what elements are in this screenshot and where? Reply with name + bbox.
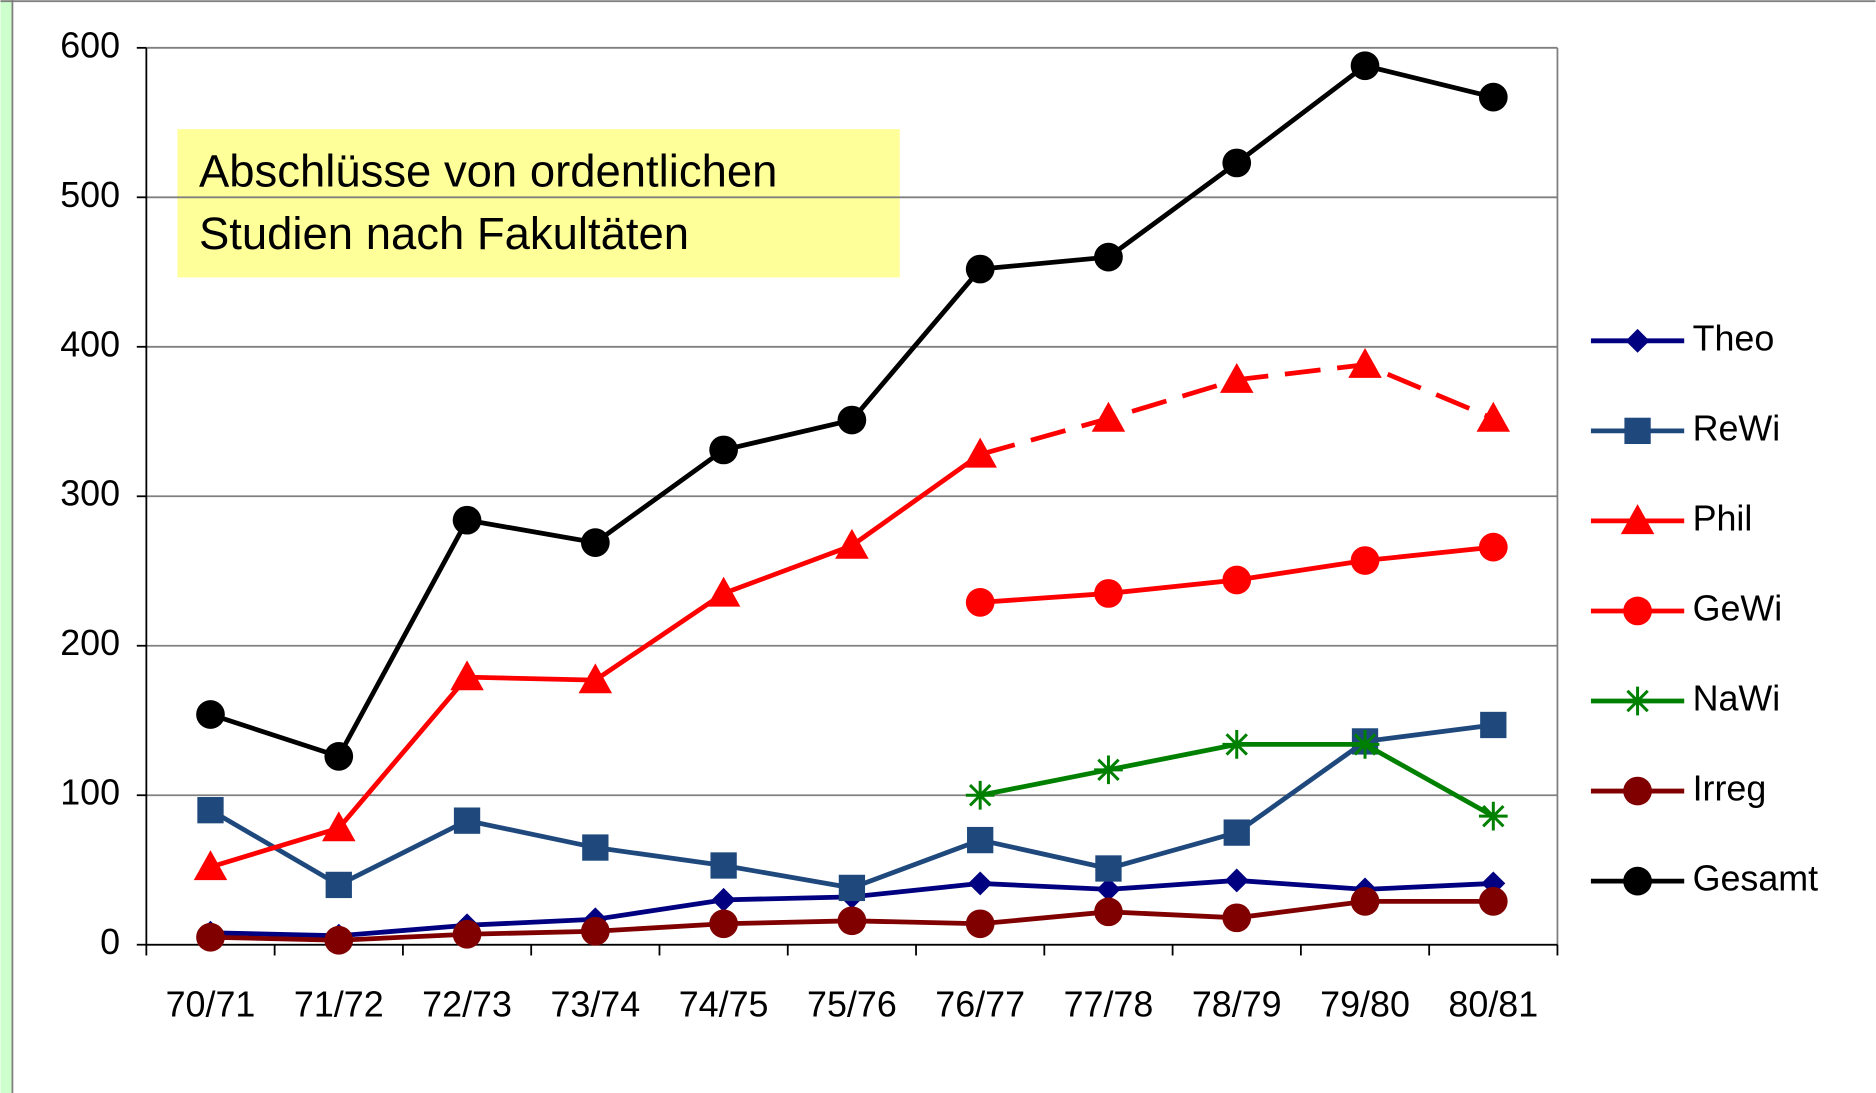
annotation: Studien nach Fakultäten (199, 208, 689, 259)
point (196, 922, 225, 952)
point (1348, 347, 1382, 378)
point (967, 826, 994, 854)
legend-label: Gesamt (1693, 859, 1819, 899)
x-tick-label: 77/78 (1064, 984, 1154, 1024)
point (1223, 819, 1250, 846)
x-tick-label: 80/81 (1448, 984, 1538, 1024)
legend-label: Theo (1693, 318, 1775, 358)
point (706, 576, 741, 607)
y-tick-label: 500 (60, 175, 120, 215)
point (1094, 579, 1123, 608)
point (1350, 730, 1380, 759)
point (1091, 401, 1126, 432)
point (1478, 532, 1508, 562)
y-tick-label: 200 (60, 623, 120, 663)
point (324, 742, 354, 771)
point (965, 254, 995, 284)
annotation-box (177, 129, 900, 278)
point (1095, 855, 1122, 882)
point (1222, 730, 1252, 759)
legend-label: Phil (1693, 498, 1753, 538)
x-tick-label: 73/74 (550, 984, 640, 1024)
point (1350, 887, 1380, 916)
point (1476, 401, 1511, 432)
legend-marker (1623, 776, 1652, 806)
point (1094, 242, 1123, 272)
point (709, 435, 738, 465)
point (450, 660, 484, 691)
point (452, 505, 482, 535)
point (197, 797, 224, 824)
point (582, 834, 609, 861)
legend-label: Irreg (1693, 769, 1767, 809)
legend-label: ReWi (1693, 408, 1781, 448)
x-tick-label: 75/76 (807, 984, 897, 1024)
x-tick-label: 72/73 (422, 984, 512, 1024)
point (1094, 897, 1123, 927)
point (1222, 903, 1252, 933)
point (193, 850, 228, 881)
point (580, 528, 610, 557)
point (324, 925, 354, 955)
y-tick-label: 300 (60, 474, 120, 514)
point (1096, 877, 1121, 902)
legend-marker (1623, 686, 1652, 716)
point (1224, 868, 1249, 893)
point (837, 906, 867, 936)
point (452, 919, 482, 949)
x-tick-label: 71/72 (294, 984, 384, 1024)
y-tick-label: 100 (60, 773, 120, 813)
point (709, 909, 738, 939)
y-tick-label: 600 (60, 25, 120, 65)
point (837, 405, 867, 435)
point (196, 700, 225, 729)
point (325, 871, 352, 899)
point (1222, 148, 1252, 178)
point (835, 528, 869, 559)
point (968, 871, 993, 896)
point (1220, 362, 1254, 393)
legend-marker (1623, 866, 1652, 896)
x-tick-label: 76/77 (935, 984, 1025, 1024)
point (1350, 51, 1380, 81)
point (838, 874, 866, 902)
point (965, 909, 995, 939)
point (1478, 801, 1508, 831)
legend-label: NaWi (1693, 678, 1781, 718)
x-tick-label: 70/71 (166, 984, 256, 1024)
x-tick-label: 74/75 (679, 984, 769, 1024)
legend-label: GeWi (1693, 588, 1783, 628)
left-strip (0, 0, 13, 1093)
point (578, 663, 613, 694)
legend-marker (1623, 596, 1652, 626)
legend-marker (1620, 504, 1655, 535)
point (1222, 565, 1252, 595)
annotation: Abschlüsse von ordentlichen (199, 146, 777, 197)
point (963, 437, 997, 468)
point (1478, 887, 1508, 916)
x-tick-label: 78/79 (1192, 984, 1282, 1024)
point (1480, 711, 1507, 739)
point (580, 916, 610, 946)
point (965, 588, 995, 617)
point (965, 780, 995, 810)
legend-marker (1624, 417, 1651, 445)
y-tick-label: 0 (100, 922, 120, 962)
point (453, 807, 481, 834)
point (1350, 546, 1380, 575)
point (710, 852, 737, 879)
point (1094, 755, 1123, 785)
x-tick-label: 79/80 (1320, 984, 1410, 1024)
point (322, 811, 356, 842)
y-tick-label: 400 (60, 324, 120, 364)
point (1478, 82, 1508, 112)
legend-marker (1625, 328, 1650, 353)
